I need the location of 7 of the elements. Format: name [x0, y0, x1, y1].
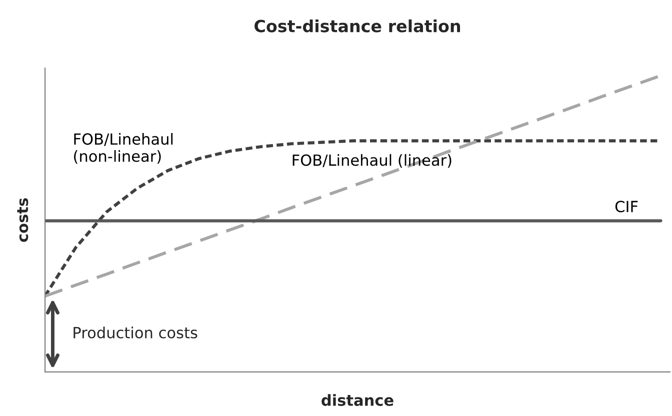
y-axis-title: costs	[17, 198, 28, 242]
series-label: CIF	[615, 200, 638, 212]
series-label: FOB/Linehaul (linear)	[292, 154, 452, 168]
annotation: Production costs	[74, 326, 198, 338]
series-label: FOB/Linehaul (non-linear)	[74, 132, 173, 164]
x-axis-title: distance	[322, 394, 394, 406]
chart-title: Cost-distance relation	[254, 19, 460, 32]
